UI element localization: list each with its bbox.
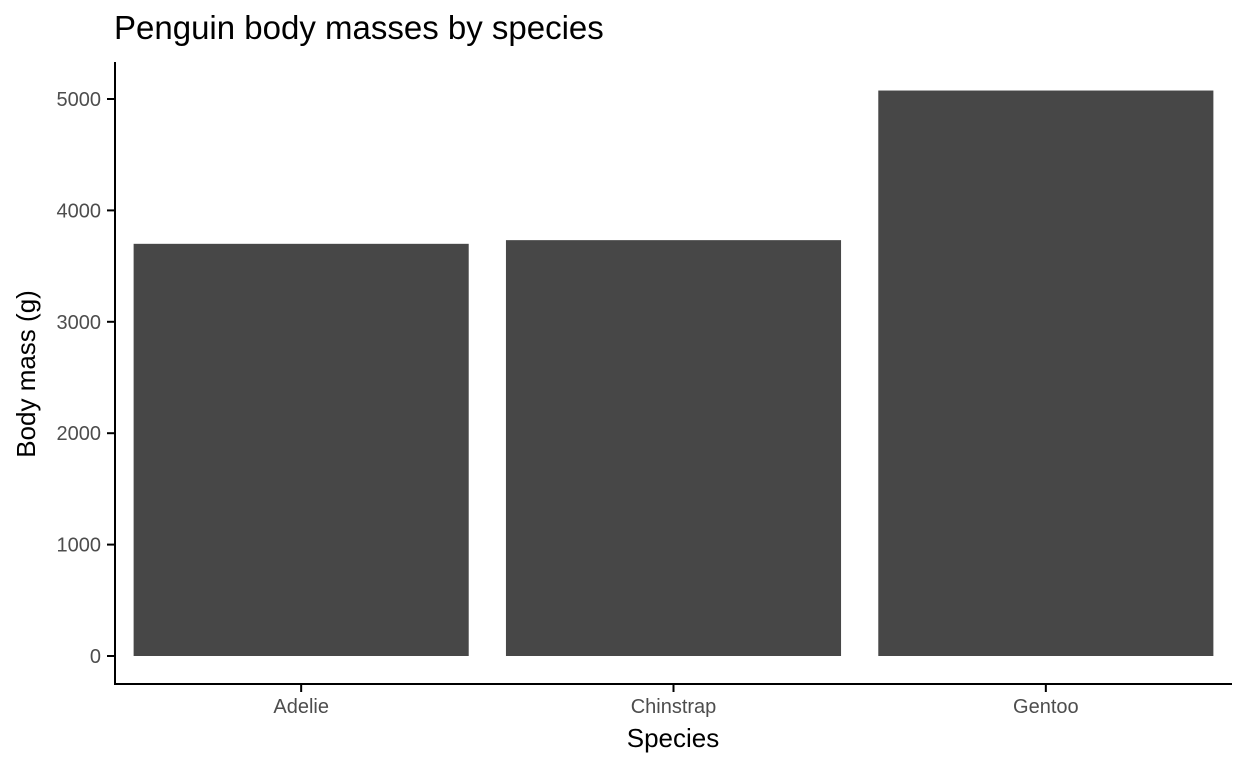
x-tick-label: Gentoo: [1013, 696, 1079, 718]
y-axis: 0 1000 2000 3000 4000 5000: [57, 89, 115, 668]
chart-title: Penguin body masses by species: [114, 9, 604, 46]
y-tick-label: 0: [90, 646, 101, 668]
y-tick-label: 2000: [57, 423, 102, 445]
y-tick-label: 5000: [57, 89, 102, 111]
bar-adelie: [133, 243, 469, 656]
y-tick-label: 4000: [57, 200, 102, 222]
x-axis-title: Species: [627, 723, 720, 753]
bars: [133, 90, 1214, 657]
x-axis: Adelie Chinstrap Gentoo: [273, 684, 1079, 718]
y-tick-label: 1000: [57, 535, 102, 557]
x-tick-label: Chinstrap: [631, 696, 717, 718]
x-tick-label: Adelie: [273, 696, 329, 718]
y-tick-label: 3000: [57, 312, 102, 334]
y-axis-title: Body mass (g): [11, 290, 41, 458]
bar-gentoo: [878, 90, 1214, 657]
bar-chinstrap: [505, 240, 842, 656]
